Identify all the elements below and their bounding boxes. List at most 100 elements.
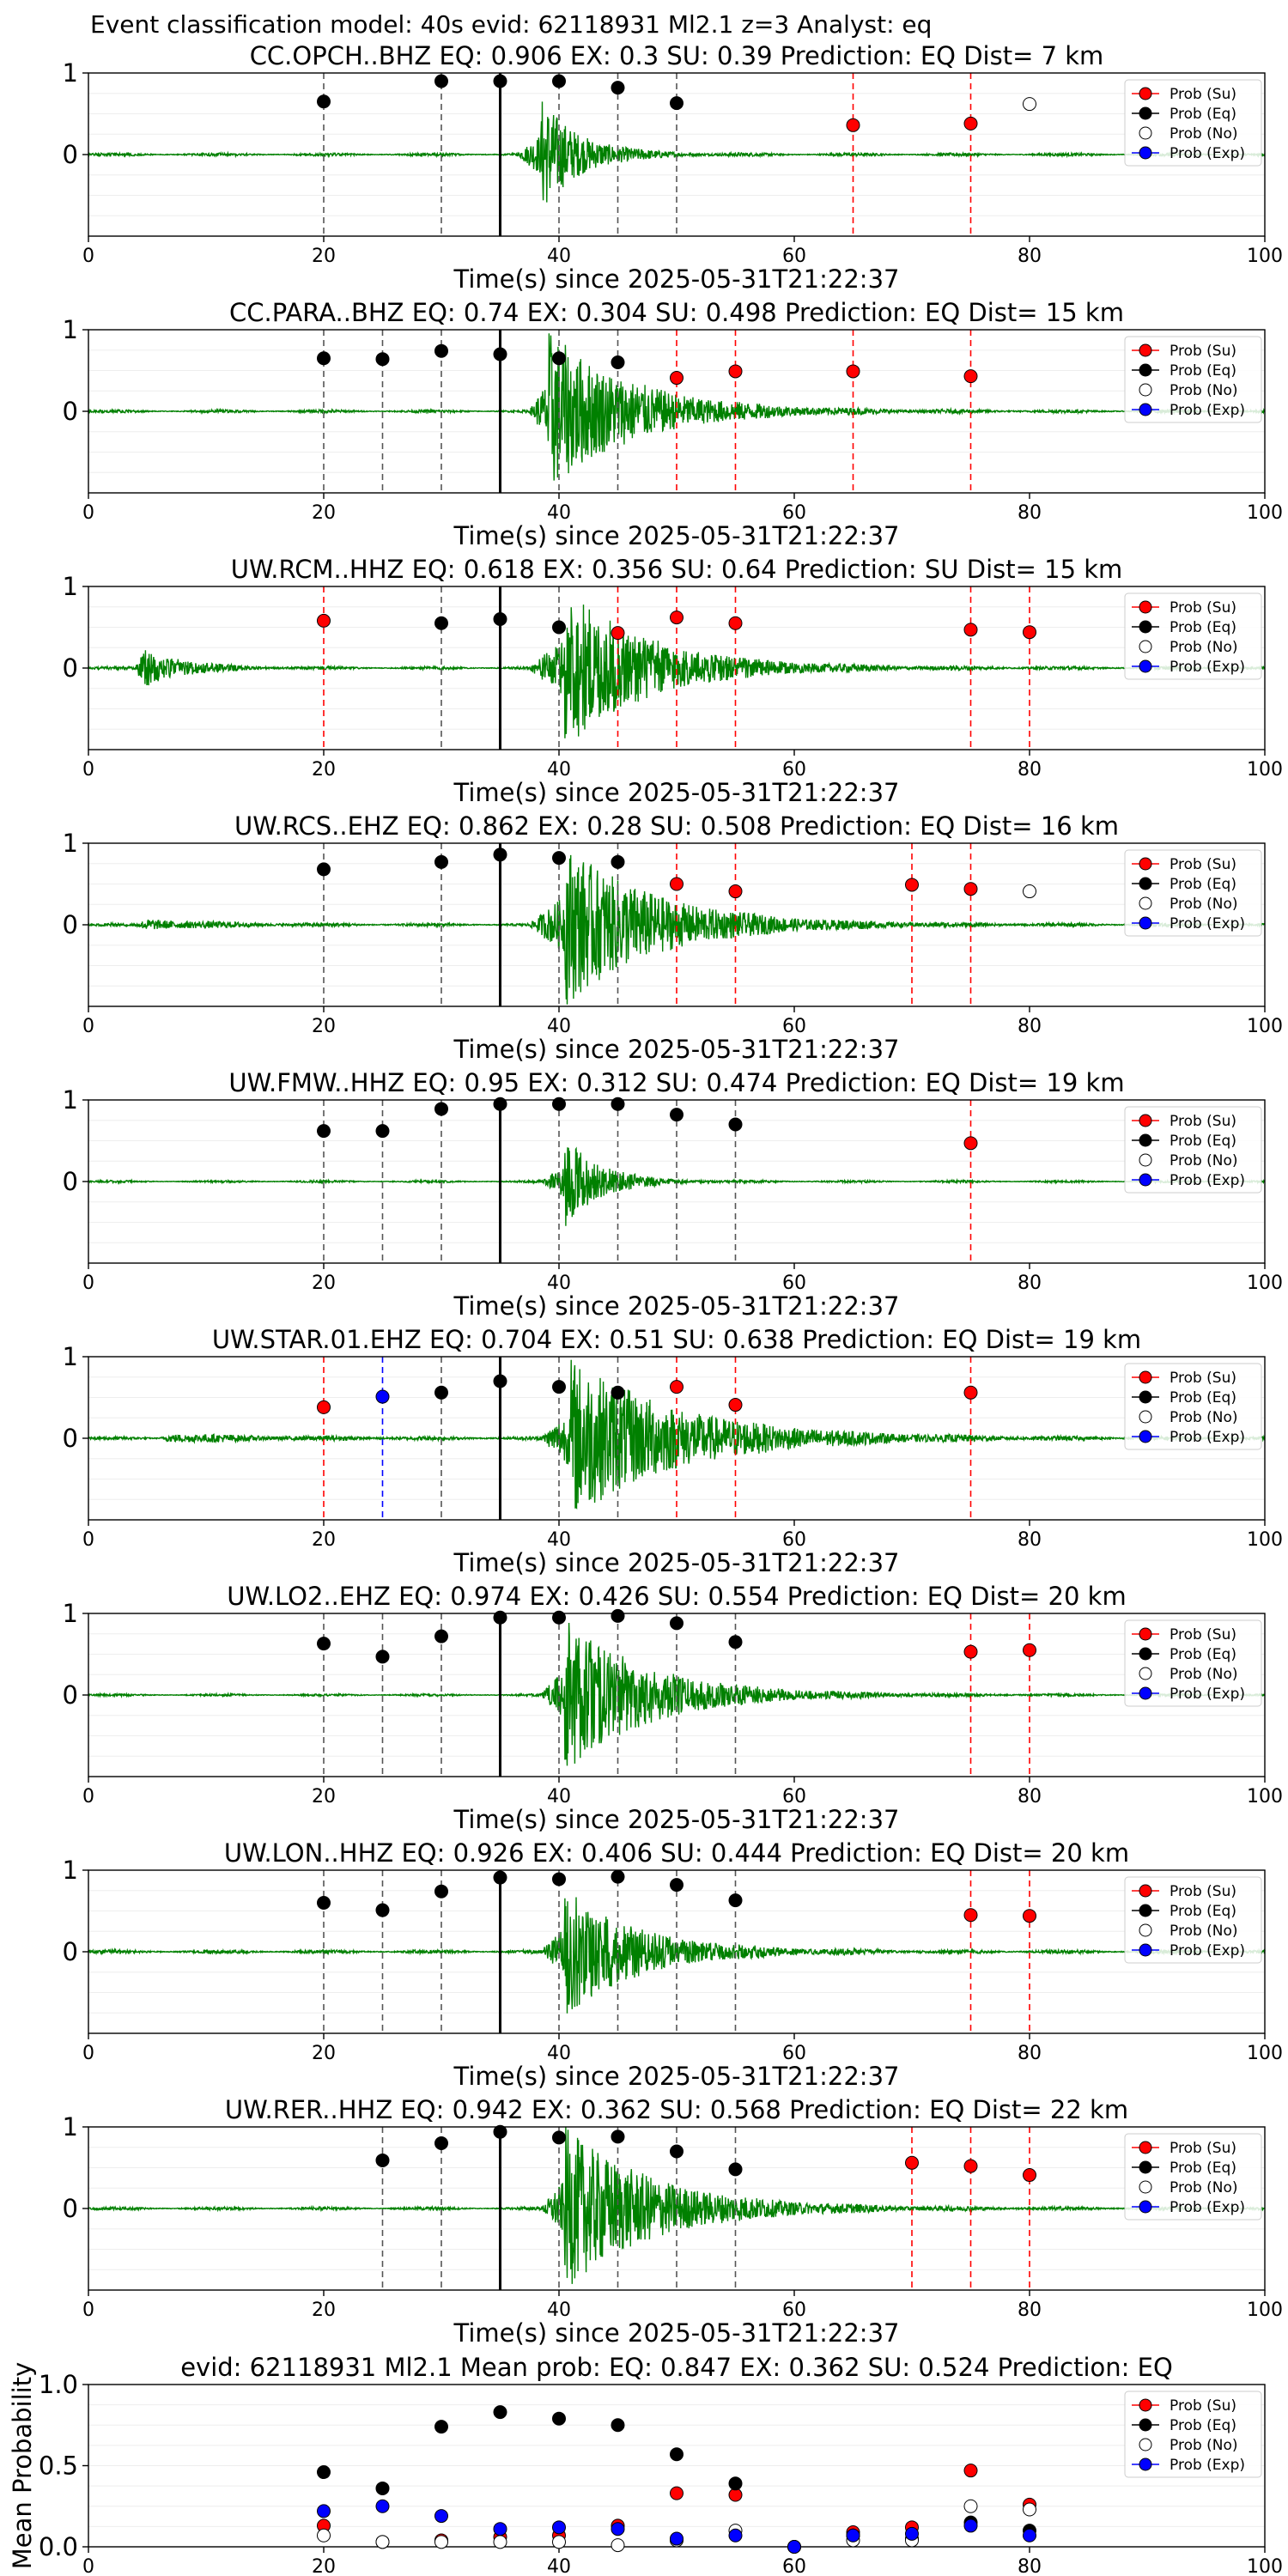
legend-label-exp: Prob (Exp) bbox=[1170, 659, 1245, 676]
legend: Prob (Su) Prob (Eq) Prob (No) Prob (Exp) bbox=[1124, 849, 1262, 937]
prob-point-eq bbox=[728, 1635, 743, 1649]
mean-point-exp bbox=[493, 2522, 507, 2537]
prob-point-su bbox=[728, 1398, 743, 1413]
legend-label-no: Prob (No) bbox=[1170, 2179, 1238, 2196]
legend-marker-eq bbox=[1139, 877, 1152, 890]
prob-point-su bbox=[728, 616, 743, 630]
panel-title: UW.LO2..EHZ EQ: 0.974 EX: 0.426 SU: 0.55… bbox=[227, 1582, 1126, 1611]
legend-label-no: Prob (No) bbox=[1170, 2437, 1238, 2454]
x-tick-label: 60 bbox=[782, 2043, 806, 2064]
y-tick-label: 1 bbox=[63, 1856, 78, 1885]
prob-point-eq bbox=[434, 1385, 448, 1400]
prob-point-eq bbox=[728, 1893, 743, 1908]
waveform-trace bbox=[88, 101, 1266, 203]
y-tick-label: 0.5 bbox=[39, 2451, 78, 2481]
y-axis-label: Mean Probability bbox=[8, 2362, 37, 2570]
y-tick-label: 1 bbox=[63, 1085, 78, 1115]
y-tick-label: 1.0 bbox=[39, 2370, 78, 2399]
legend-marker-exp bbox=[1139, 1943, 1152, 1957]
legend: Prob (Su) Prob (Eq) Prob (No) Prob (Exp) bbox=[1124, 1106, 1262, 1194]
legend-label-exp: Prob (Exp) bbox=[1170, 915, 1245, 933]
prob-point-eq bbox=[728, 1117, 743, 1132]
x-axis-label: Time(s) since 2025-05-31T21:22:37 bbox=[453, 1035, 900, 1064]
x-tick-label: 40 bbox=[547, 502, 571, 524]
mean-point-no bbox=[1023, 2502, 1036, 2517]
prob-point-eq bbox=[670, 1616, 683, 1631]
prob-point-eq bbox=[375, 2153, 390, 2167]
mean-point-su bbox=[670, 2486, 683, 2500]
legend-marker-eq bbox=[1139, 1390, 1152, 1404]
legend-marker-no bbox=[1139, 126, 1152, 140]
x-tick-label: 60 bbox=[782, 2556, 806, 2576]
legend-label-no: Prob (No) bbox=[1170, 639, 1238, 656]
prob-point-eq bbox=[317, 1124, 331, 1139]
y-tick-label: 0 bbox=[63, 1167, 78, 1196]
legend-label-su: Prob (Su) bbox=[1170, 2397, 1236, 2415]
prob-point-eq bbox=[552, 1380, 566, 1394]
legend-label-no: Prob (No) bbox=[1170, 125, 1238, 143]
legend-frame bbox=[1124, 849, 1262, 937]
legend-label-exp: Prob (Exp) bbox=[1170, 2457, 1245, 2474]
legend-label-eq: Prob (Eq) bbox=[1170, 876, 1236, 893]
mean-point-eq bbox=[375, 2481, 390, 2495]
legend-marker-no bbox=[1139, 1153, 1152, 1167]
prob-point-eq bbox=[493, 612, 507, 626]
prob-point-eq bbox=[317, 1637, 331, 1651]
waveform-trace bbox=[88, 1146, 1266, 1226]
mean-point-exp bbox=[1023, 2528, 1036, 2543]
x-tick-label: 100 bbox=[1247, 2556, 1283, 2576]
x-tick-label: 80 bbox=[1018, 2300, 1042, 2321]
legend: Prob (Su) Prob (Eq) Prob (No) Prob (Exp) bbox=[1124, 79, 1262, 167]
x-tick-label: 40 bbox=[547, 759, 571, 781]
legend-marker-exp bbox=[1139, 2200, 1152, 2214]
prob-point-eq bbox=[552, 851, 566, 866]
y-tick-label: 1 bbox=[63, 2112, 78, 2142]
y-tick-label: 0 bbox=[63, 910, 78, 939]
prob-point-su bbox=[905, 2155, 919, 2170]
x-tick-label: 100 bbox=[1247, 1786, 1283, 1807]
legend-label-eq: Prob (Eq) bbox=[1170, 1389, 1236, 1406]
prob-point-eq bbox=[670, 1878, 683, 1893]
prob-point-no bbox=[1023, 97, 1036, 112]
prob-point-eq bbox=[493, 347, 507, 361]
x-axis-label: Time(s) since 2025-05-31T21:22:37 bbox=[453, 1548, 900, 1577]
x-tick-label: 80 bbox=[1018, 1786, 1042, 1807]
x-axis-label: Time(s) since 2025-05-31T21:22:37 bbox=[453, 2062, 900, 2091]
axes-frame bbox=[88, 329, 1266, 494]
panel-title: UW.LON..HHZ EQ: 0.926 EX: 0.406 SU: 0.44… bbox=[224, 1838, 1129, 1868]
legend-frame bbox=[1124, 1106, 1262, 1194]
prob-point-su bbox=[1023, 1643, 1036, 1657]
prob-point-eq bbox=[375, 1649, 390, 1664]
prob-point-eq bbox=[611, 81, 625, 95]
station-panel: 0 20 40 60 80 100 0 1 Prob (Su) Prob (Eq) Prob (No… bbox=[63, 1838, 1283, 2091]
legend-frame bbox=[1124, 1363, 1262, 1450]
prob-point-no bbox=[1023, 884, 1036, 899]
x-tick-label: 80 bbox=[1018, 1016, 1042, 1037]
panel-title: UW.RER..HHZ EQ: 0.942 EX: 0.362 SU: 0.56… bbox=[225, 2095, 1128, 2124]
legend-marker-no bbox=[1139, 2438, 1152, 2451]
y-tick-label: 1 bbox=[63, 58, 78, 88]
mean-point-eq bbox=[728, 2476, 743, 2491]
mean-point-exp bbox=[728, 2528, 743, 2543]
mean-point-exp bbox=[552, 2520, 566, 2535]
prob-point-eq bbox=[434, 1884, 448, 1899]
x-tick-label: 0 bbox=[82, 2300, 94, 2321]
x-tick-label: 40 bbox=[547, 2043, 571, 2064]
mean-point-no bbox=[963, 2499, 978, 2513]
legend: Prob (Su) Prob (Eq) Prob (No) Prob (Exp) bbox=[1124, 2391, 1262, 2478]
prob-point-su bbox=[963, 1136, 978, 1151]
legend-frame bbox=[1124, 1876, 1262, 1964]
legend-frame bbox=[1124, 1619, 1262, 1707]
legend-label-su: Prob (Su) bbox=[1170, 1626, 1236, 1643]
prob-point-su bbox=[963, 1385, 978, 1400]
legend-frame bbox=[1124, 2391, 1262, 2478]
prob-point-su bbox=[728, 364, 743, 379]
x-tick-label: 60 bbox=[782, 502, 806, 524]
legend-label-no: Prob (No) bbox=[1170, 896, 1238, 913]
prob-point-eq bbox=[611, 854, 625, 869]
mean-point-exp bbox=[317, 2504, 331, 2518]
legend-label-no: Prob (No) bbox=[1170, 382, 1238, 399]
x-tick-label: 100 bbox=[1247, 2300, 1283, 2321]
prob-point-eq bbox=[434, 1629, 448, 1643]
